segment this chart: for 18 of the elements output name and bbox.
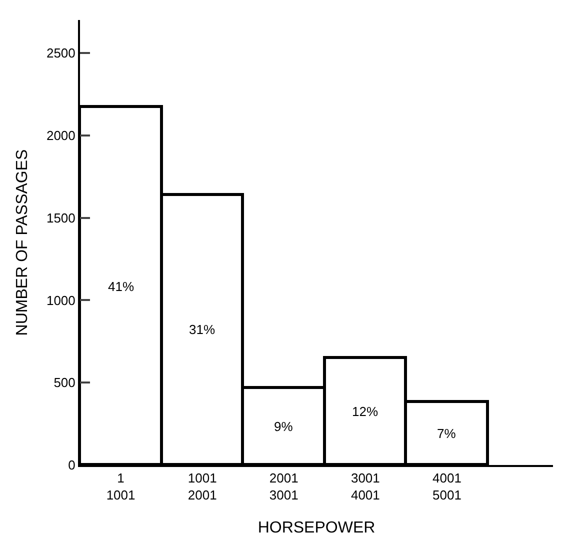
y-tick-label: 0 xyxy=(68,458,76,473)
annotation: 9% xyxy=(274,419,294,434)
x-tick-label: 2001 3001 xyxy=(269,470,298,502)
x-tick-label: 4001 5001 xyxy=(432,470,462,502)
annotation: 41% xyxy=(108,279,134,294)
y-axis-title: NUMBER OF PASSAGES xyxy=(14,149,31,336)
y-tick-label: 500 xyxy=(54,375,76,390)
annotation: 31% xyxy=(189,322,216,337)
annotation: 7% xyxy=(437,426,456,441)
y-tick-label: 1000 xyxy=(46,292,76,308)
x-tick-label: 1 1001 xyxy=(106,470,136,502)
x-tick-label: 1001 2001 xyxy=(188,470,217,502)
y-tick-label: 2000 xyxy=(46,128,76,143)
y-tick-label: 1500 xyxy=(46,210,76,226)
y-tick-label: 2500 xyxy=(46,46,76,61)
x-tick-label: 3001 4001 xyxy=(350,470,380,502)
x-axis-title: HORSEPOWER xyxy=(258,520,376,537)
annotation: 12% xyxy=(352,404,378,419)
